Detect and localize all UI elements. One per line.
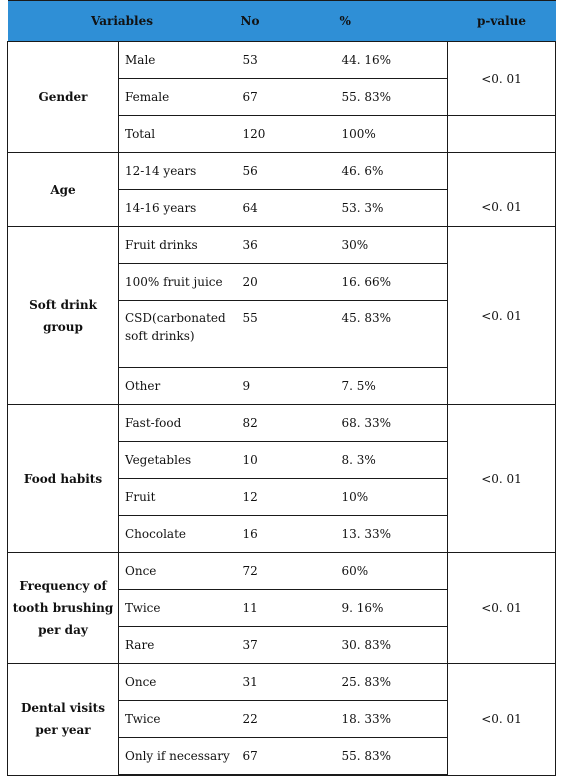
table-row: Twice 11 9. 16%	[8, 589, 556, 627]
group-label-soft-drink: Soft drink group	[7, 226, 119, 405]
percent-cell: 55. 83%	[335, 78, 448, 116]
table-row: Chocolate 16 13. 33%	[8, 515, 556, 553]
category-cell: CSD(carbonated soft drinks)	[118, 300, 237, 368]
table-row: Rare 37 30. 83%	[8, 626, 556, 664]
percent-cell: 45. 83%	[335, 300, 448, 368]
table-row: Soft drink group Fruit drinks 36 30% <0.…	[7, 226, 557, 405]
table-row: Other 9 7. 5%	[8, 367, 556, 405]
table-row: Twice 22 18. 33%	[8, 700, 556, 738]
no-cell: 9	[236, 367, 336, 405]
header-row: Variables No % p-value	[7, 0, 556, 42]
table-row: Gender Male 53 44. 16% <0. 01	[7, 41, 557, 153]
no-cell: 72	[236, 552, 336, 590]
table-row: Food habits Fast-food 82 68. 33% <0. 01	[7, 404, 557, 553]
category-cell: Male	[118, 41, 237, 79]
table-body: Gender Male 53 44. 16% <0. 01 Female 67 …	[7, 41, 557, 776]
no-cell: 56	[236, 152, 336, 190]
percent-cell: 9. 16%	[335, 589, 448, 627]
category-cell: 100% fruit juice	[118, 263, 237, 301]
no-cell: 16	[236, 515, 336, 553]
category-cell: Total	[118, 115, 237, 153]
category-cell: Fruit	[118, 478, 237, 516]
group-label-age: Age	[7, 152, 119, 227]
category-cell: Once	[118, 663, 237, 701]
category-cell: Only if necessary	[118, 737, 237, 776]
percent-cell: 100%	[335, 115, 448, 153]
pvalue-tooth-brushing: <0. 01	[447, 552, 557, 664]
category-cell: Chocolate	[118, 515, 237, 553]
group-label-dental-visits: Dental visits per year	[7, 663, 119, 776]
no-cell: 10	[236, 441, 336, 479]
category-cell: 12-14 years	[118, 152, 237, 190]
data-table: Variables No % p-value Gender Male 53 44…	[7, 0, 557, 776]
category-cell: Female	[118, 78, 237, 116]
percent-cell: 68. 33%	[335, 404, 448, 442]
category-cell: Other	[118, 367, 237, 405]
pvalue-food-habits: <0. 01	[447, 404, 557, 553]
no-cell: 67	[236, 78, 336, 116]
no-cell: 82	[236, 404, 336, 442]
group-label-food-habits: Food habits	[7, 404, 119, 553]
no-cell: 53	[236, 41, 336, 79]
percent-cell: 8. 3%	[335, 441, 448, 479]
table-row: 14-16 years 64 53. 3%	[8, 189, 556, 227]
no-cell: 12	[236, 478, 336, 516]
table-row: 100% fruit juice 20 16. 66%	[8, 263, 556, 301]
category-cell: Twice	[118, 589, 237, 627]
category-cell: Vegetables	[118, 441, 237, 479]
percent-cell: 30. 83%	[335, 626, 448, 664]
category-cell: Twice	[118, 700, 237, 738]
no-cell: 22	[236, 700, 336, 738]
table-header: Variables No % p-value	[7, 0, 556, 42]
percent-cell: 25. 83%	[335, 663, 448, 701]
no-cell: 36	[236, 226, 336, 264]
table-row: Frequency of tooth brushing per day Once…	[7, 552, 557, 664]
table-row: Dental visits per year Once 31 25. 83% <…	[7, 663, 557, 776]
percent-cell: 7. 5%	[335, 367, 448, 405]
no-cell: 120	[236, 115, 336, 153]
category-cell: Once	[118, 552, 237, 590]
pvalue-dental-visits: <0. 01	[447, 663, 557, 776]
category-cell: Fast-food	[118, 404, 237, 442]
table-row: Fruit 12 10%	[8, 478, 556, 516]
table-row: Vegetables 10 8. 3%	[8, 441, 556, 479]
table-row: Age 12-14 years 56 46. 6% <0. 01	[7, 152, 557, 227]
percent-cell: 44. 16%	[335, 41, 448, 79]
pvalue-empty	[447, 115, 557, 153]
group-label-tooth-brushing: Frequency of tooth brushing per day	[7, 552, 119, 664]
no-cell: 55	[236, 300, 336, 368]
no-cell: 67	[236, 737, 336, 776]
header-variables: Variables	[7, 0, 237, 42]
table-row: CSD(carbonated soft drinks) 55 45. 83%	[8, 300, 556, 368]
no-cell: 11	[236, 589, 336, 627]
percent-cell: 46. 6%	[335, 152, 448, 190]
no-cell: 20	[236, 263, 336, 301]
percent-cell: 55. 83%	[335, 737, 448, 776]
percent-cell: 10%	[335, 478, 448, 516]
table-row: Female 67 55. 83%	[8, 78, 556, 116]
percent-cell: 53. 3%	[335, 189, 448, 227]
no-cell: 37	[236, 626, 336, 664]
table-row: Only if necessary 67 55. 83%	[8, 737, 556, 776]
table-row: Total 120 100%	[8, 115, 557, 153]
percent-cell: 16. 66%	[335, 263, 448, 301]
header-pvalue: p-value	[447, 0, 556, 42]
percent-cell: 13. 33%	[335, 515, 448, 553]
percent-cell: 30%	[335, 226, 448, 264]
group-label-gender: Gender	[7, 41, 119, 153]
percent-cell: 18. 33%	[335, 700, 448, 738]
category-cell: Fruit drinks	[118, 226, 237, 264]
no-cell: 31	[236, 663, 336, 701]
no-cell: 64	[236, 189, 336, 227]
pvalue-soft-drink: <0. 01	[447, 226, 557, 405]
header-percent: %	[335, 0, 448, 42]
pvalue-gender: <0. 01	[447, 41, 557, 116]
category-cell: Rare	[118, 626, 237, 664]
pvalue-age: <0. 01	[447, 152, 557, 227]
header-no: No	[236, 0, 336, 42]
percent-cell: 60%	[335, 552, 448, 590]
category-cell: 14-16 years	[118, 189, 237, 227]
